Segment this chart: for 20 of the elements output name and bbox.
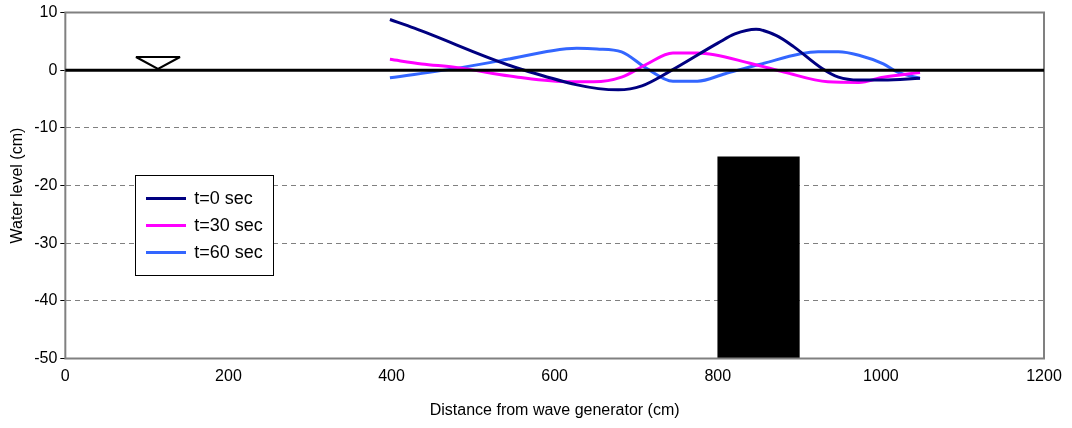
legend-label: t=60 sec xyxy=(194,242,263,264)
x-tick-label: 1000 xyxy=(863,366,899,384)
y-tick-label: 10 xyxy=(39,3,58,21)
y-tick-label: -40 xyxy=(34,291,58,309)
x-tick-label: 800 xyxy=(704,366,732,384)
line-series xyxy=(388,18,922,92)
x-tick-label: 0 xyxy=(60,366,70,384)
x-axis-title: Distance from wave generator (cm) xyxy=(429,400,680,418)
y-tick-label: -10 xyxy=(34,118,58,136)
y-tick-label: 0 xyxy=(48,60,58,78)
x-tick-label: 200 xyxy=(215,366,242,384)
legend-label: t=30 sec xyxy=(194,215,263,237)
x-tick-label: 600 xyxy=(541,366,569,384)
y-tick-label: -50 xyxy=(34,349,58,367)
x-tick-label: 400 xyxy=(378,366,405,384)
x-tick-label: 1200 xyxy=(1026,366,1062,384)
y-axis-title: Water level (cm) xyxy=(8,127,26,244)
y-tick-label: -20 xyxy=(34,176,58,194)
legend-label: t=0 sec xyxy=(194,188,253,210)
y-tick-label: -30 xyxy=(34,233,58,251)
